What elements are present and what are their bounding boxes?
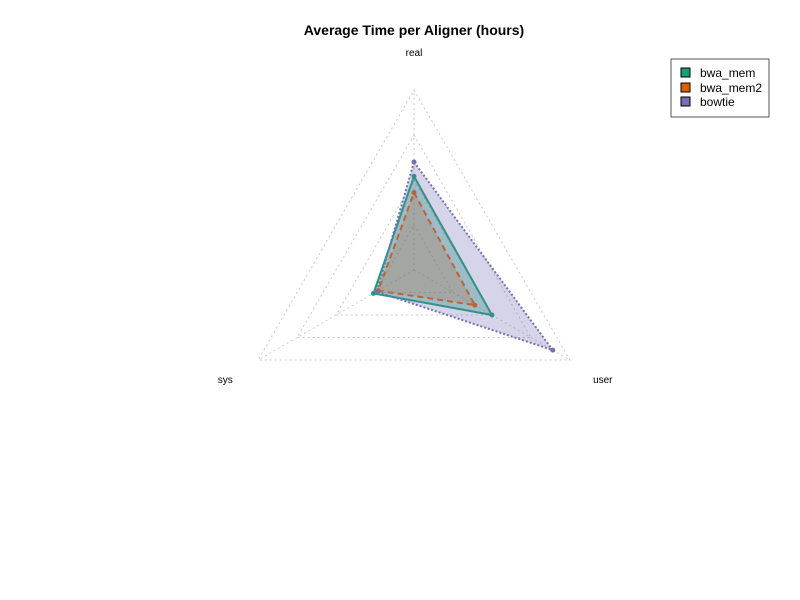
legend-label-bwa-mem2: bwa_mem2	[700, 81, 762, 95]
grid-ring-1	[374, 223, 454, 293]
point-bwa-mem2-real	[411, 190, 417, 196]
legend-swatch-bwa-mem	[680, 67, 691, 78]
legend-label-bwa-mem: bwa_mem	[700, 66, 755, 80]
point-bowtie-real	[411, 159, 417, 165]
axis-labels: real user sys	[218, 48, 613, 386]
point-bwa-mem2-user	[472, 302, 478, 308]
spoke-sys	[257, 269, 415, 361]
grid-ring-4	[257, 89, 571, 361]
axis-label-sys: sys	[218, 375, 233, 386]
point-bowtie-sys	[374, 289, 380, 295]
legend-swatch-bowtie	[680, 96, 691, 107]
chart-title: Average Time per Aligner (hours)	[304, 22, 524, 38]
radar-grid	[257, 89, 571, 361]
point-bwa-mem-real	[411, 173, 417, 179]
axis-label-user: user	[593, 375, 613, 386]
legend-swatch-bwa-mem2	[680, 82, 691, 93]
series-layer	[370, 159, 556, 353]
series-area-bwa-mem2	[376, 190, 477, 307]
point-bwa-mem-user	[489, 312, 495, 318]
grid-ring-3	[296, 134, 532, 338]
point-bowtie-user	[550, 347, 556, 353]
axis-label-real: real	[406, 48, 423, 59]
legend-label-bowtie: bowtie	[700, 95, 735, 109]
series-bowtie	[374, 159, 556, 353]
legend: bwa_mem bwa_mem2 bowtie	[670, 58, 770, 118]
series-area-bowtie	[375, 159, 556, 353]
